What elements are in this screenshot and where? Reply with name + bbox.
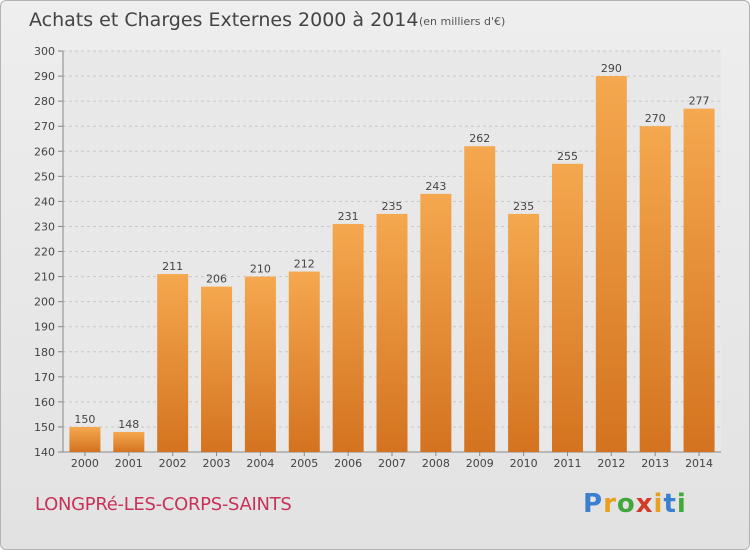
- bar-value-label: 150: [74, 413, 95, 426]
- bar: [595, 76, 627, 452]
- x-tick-label: 2006: [334, 457, 362, 470]
- y-tick-label: 200: [34, 296, 55, 309]
- y-tick-label: 240: [34, 195, 55, 208]
- bar-value-label: 255: [557, 150, 578, 163]
- bar-value-label: 212: [294, 258, 315, 271]
- chart-unit-label: (en milliers d'€): [419, 15, 506, 28]
- y-tick-label: 220: [34, 246, 55, 259]
- x-tick-label: 2013: [641, 457, 669, 470]
- bar: [464, 146, 496, 453]
- bar: [639, 126, 671, 452]
- bar: [69, 426, 101, 452]
- proxiti-logo: Proxiti: [583, 489, 687, 519]
- x-tick-label: 2007: [378, 457, 406, 470]
- x-tick-label: 2002: [159, 457, 187, 470]
- bar-value-label: 277: [689, 95, 710, 108]
- logo-letter: P: [583, 489, 604, 519]
- y-tick-label: 290: [34, 70, 55, 83]
- place-name: LONGPRé-LES-CORPS-SAINTS: [35, 494, 292, 515]
- x-tick-label: 2009: [466, 457, 494, 470]
- y-tick-label: 140: [34, 446, 55, 459]
- x-tick-label: 2008: [422, 457, 450, 470]
- y-tick-label: 160: [34, 396, 55, 409]
- y-tick-label: 280: [34, 95, 55, 108]
- bar: [508, 213, 540, 452]
- bar-value-label: 231: [338, 210, 359, 223]
- x-tick-label: 2000: [71, 457, 99, 470]
- x-tick-label: 2011: [553, 457, 581, 470]
- bar: [551, 163, 583, 452]
- y-tick-label: 300: [34, 45, 55, 58]
- logo-letter: i: [676, 489, 687, 519]
- bar: [683, 108, 715, 453]
- bar-value-label: 290: [601, 62, 622, 75]
- bar: [332, 223, 364, 452]
- bar-value-label: 235: [382, 200, 403, 213]
- bar-value-label: 148: [118, 418, 139, 431]
- x-tick-label: 2003: [203, 457, 231, 470]
- bar: [201, 286, 233, 452]
- logo-letter: o: [616, 489, 636, 519]
- y-tick-label: 270: [34, 120, 55, 133]
- logo-letter: r: [603, 489, 617, 519]
- y-tick-label: 250: [34, 170, 55, 183]
- logo-letter: i: [653, 489, 664, 519]
- bar: [244, 276, 276, 452]
- x-tick-label: 2014: [685, 457, 713, 470]
- x-tick-label: 2001: [115, 457, 143, 470]
- bar-value-label: 262: [469, 132, 490, 145]
- y-tick-label: 210: [34, 271, 55, 284]
- bar-value-label: 206: [206, 273, 227, 286]
- bar-value-label: 235: [513, 200, 534, 213]
- bar-value-label: 210: [250, 263, 271, 276]
- chart-title: Achats et Charges Externes 2000 à 2014: [29, 9, 419, 31]
- bar-value-label: 211: [162, 260, 183, 273]
- y-tick-label: 170: [34, 371, 55, 384]
- bar: [376, 213, 408, 452]
- bar: [420, 193, 452, 452]
- logo-letter: t: [663, 489, 677, 519]
- logo-letter: x: [635, 489, 654, 519]
- x-tick-label: 2005: [290, 457, 318, 470]
- bar-value-label: 270: [645, 112, 666, 125]
- y-tick-label: 260: [34, 145, 55, 158]
- bar: [113, 431, 145, 452]
- y-tick-label: 230: [34, 220, 55, 233]
- bar-value-label: 243: [425, 180, 446, 193]
- bar: [288, 271, 320, 452]
- y-tick-label: 180: [34, 346, 55, 359]
- x-tick-label: 2004: [246, 457, 274, 470]
- y-tick-label: 190: [34, 321, 55, 334]
- x-tick-label: 2012: [597, 457, 625, 470]
- y-tick-label: 150: [34, 421, 55, 434]
- bar: [157, 274, 189, 452]
- x-tick-label: 2010: [510, 457, 538, 470]
